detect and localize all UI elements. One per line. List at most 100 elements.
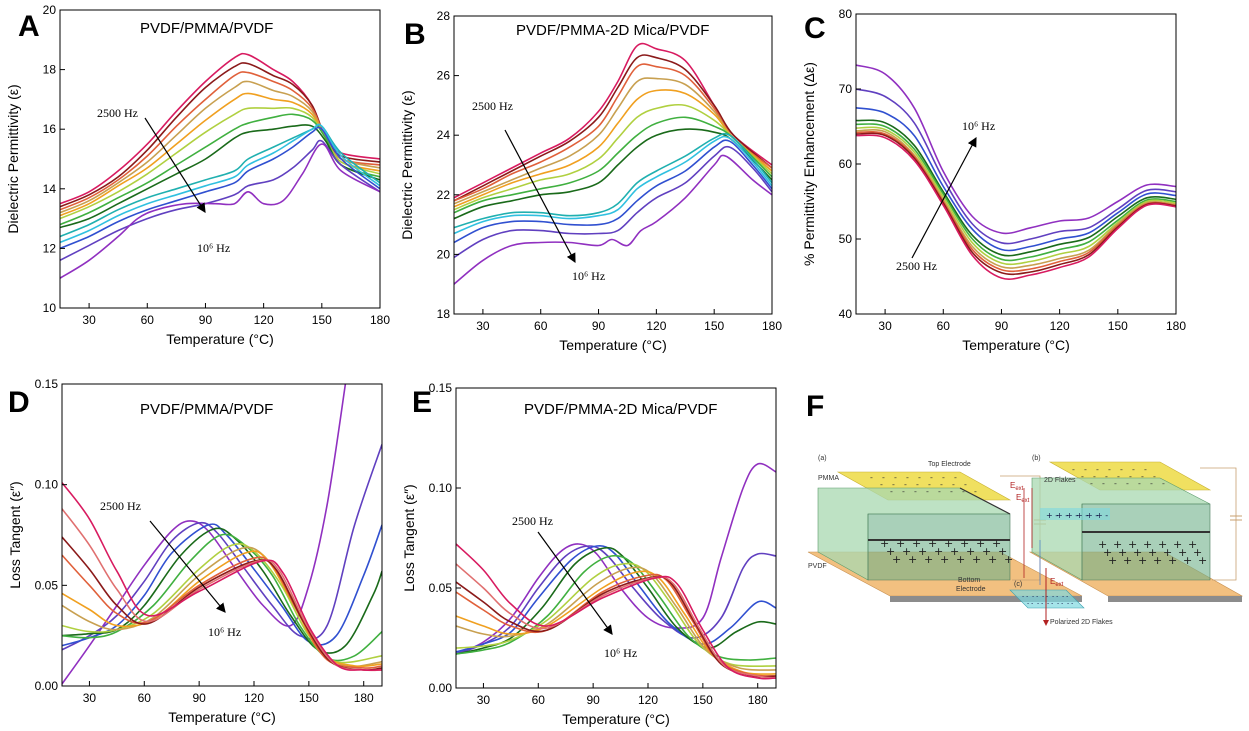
charge-plus-b: + <box>1148 546 1157 559</box>
charge-plus-b: + <box>1153 554 1162 567</box>
x-tick-label: 30 <box>82 313 96 327</box>
plot-frame <box>61 383 383 687</box>
x-tick-label: 90 <box>192 691 206 705</box>
pmma-label: PMMA <box>818 475 839 482</box>
flake-charge: + - <box>1066 511 1078 520</box>
top-electrode-label: Top Electrode <box>928 461 971 468</box>
y-tick-label: 0.10 <box>429 481 453 495</box>
charge-plus: + <box>976 537 985 550</box>
label-a: (a) <box>818 455 827 462</box>
y-tick-label: 14 <box>43 182 57 196</box>
polarized-charge: - - <box>1027 600 1033 607</box>
series-line-5 <box>454 89 772 208</box>
panel-letter-a: A <box>18 10 40 43</box>
polarized-flake <box>1009 589 1085 609</box>
charge-plus: + <box>1004 553 1013 566</box>
panel-letter-f: F <box>806 390 824 423</box>
charge-plus-b: + <box>1103 546 1112 559</box>
chart-e: 30 60 90 120 150 180 0.00 0.05 0.10 0.15 Temperatu… <box>401 381 777 727</box>
schematic-diagram: (a) Top Electrode PMMA PVDF Bottom Elect… <box>807 455 1244 626</box>
series-line-5 <box>856 123 1176 262</box>
charge-plus-b: + <box>1113 538 1122 551</box>
frequency-arrow <box>504 129 576 264</box>
charge-plus: + <box>992 537 1001 550</box>
charge-plus: + <box>934 545 943 558</box>
charge-plus-b: + <box>1133 546 1142 559</box>
flake-charge: + - <box>1096 511 1108 520</box>
charge-minus-b: - <box>1162 479 1165 488</box>
panel-letter-b: B <box>404 18 426 51</box>
y-tick-label: 0.05 <box>429 581 453 595</box>
y-tick-label: 70 <box>839 82 853 96</box>
x-tick-label: 90 <box>995 319 1009 333</box>
series-line-6 <box>60 106 380 220</box>
charge-minus: - <box>928 480 931 489</box>
charge-plus: + <box>950 545 959 558</box>
polarized-charge: - - <box>1052 593 1058 600</box>
chart-d: 30 60 90 120 150 180 0.00 0.05 0.10 0.15 Temperatu… <box>7 377 383 725</box>
electrode-edge-a <box>959 487 1011 515</box>
polarized-charge: - - <box>1032 593 1038 600</box>
charge-plus: + <box>956 553 965 566</box>
bottom-electrode-label-1: Bottom <box>958 577 980 584</box>
charge-plus: + <box>972 553 981 566</box>
charge-plus: + <box>940 553 949 566</box>
y-axis-label: Loss Tangent (ε″) <box>401 484 417 591</box>
flake-charge: + - <box>1046 511 1058 520</box>
series-line-10 <box>60 123 380 244</box>
plot-frame <box>455 387 777 689</box>
charge-minus: - <box>880 480 883 489</box>
series-line-8 <box>856 131 1176 273</box>
charge-minus: - <box>952 480 955 489</box>
charge-minus-b: - <box>1093 472 1096 481</box>
x-tick-label: 120 <box>1050 319 1070 333</box>
y-tick-label: 20 <box>437 247 451 261</box>
charge-plus-b: + <box>1173 538 1182 551</box>
charge-plus-b: + <box>1128 538 1137 551</box>
y-tick-label: 80 <box>839 7 853 21</box>
eext-label-c: Eext <box>1050 577 1064 588</box>
x-tick-label: 180 <box>762 319 782 333</box>
y-tick-label: 0.15 <box>429 381 453 395</box>
charge-plus-b: + <box>1143 538 1152 551</box>
chart-c: 30 60 90 120 150 180 40 50 60 70 80 Temperature (°C… <box>801 7 1186 353</box>
polarized-label: Polarized 2D Flakes <box>1050 619 1113 626</box>
series-line-13 <box>454 154 772 285</box>
x-axis-label: Temperature (°C) <box>962 337 1070 353</box>
charge-minus: - <box>974 487 977 496</box>
x-tick-label: 180 <box>354 691 374 705</box>
series-line-4 <box>856 119 1176 257</box>
label-b: (b) <box>1032 455 1041 462</box>
charge-minus-b: - <box>1144 465 1147 474</box>
charge-plus: + <box>892 553 901 566</box>
chart-title: PVDF/PMMA-2D Mica/PVDF <box>516 22 709 39</box>
charge-minus-b: - <box>1117 472 1120 481</box>
charge-plus-b: + <box>1183 554 1192 567</box>
charge-minus-b: - <box>1084 465 1087 474</box>
series-line-11 <box>62 508 382 672</box>
x-tick-label: 150 <box>312 313 332 327</box>
charge-plus: + <box>998 545 1007 558</box>
y-tick-label: 0.00 <box>429 681 453 695</box>
panel-letter-c: C <box>804 12 826 45</box>
series-line-6 <box>856 126 1176 266</box>
y-tick-label: 18 <box>437 307 451 321</box>
y-tick-label: 28 <box>437 9 451 23</box>
polarized-charge: - - <box>1022 593 1028 600</box>
x-axis-label: Temperature (°C) <box>168 709 276 725</box>
series-line-9 <box>856 132 1176 276</box>
x-tick-label: 60 <box>141 313 155 327</box>
series-line-3 <box>856 107 1176 252</box>
charge-minus-b: - <box>1126 479 1129 488</box>
charge-plus-b: + <box>1168 554 1177 567</box>
chart-b: 30 60 90 120 150 180 18 20 22 24 26 28 Temperature (… <box>399 9 782 353</box>
flakes-label: 2D Flakes <box>1044 477 1076 484</box>
panel-letter-e: E <box>412 386 432 419</box>
charge-minus-b: - <box>1129 472 1132 481</box>
charge-plus: + <box>918 545 927 558</box>
x-tick-label: 60 <box>937 319 951 333</box>
series-line-4 <box>454 77 772 205</box>
x-axis-label: Temperature (°C) <box>562 711 670 727</box>
series-line-2 <box>60 62 380 208</box>
charge-plus-b: + <box>1163 546 1172 559</box>
